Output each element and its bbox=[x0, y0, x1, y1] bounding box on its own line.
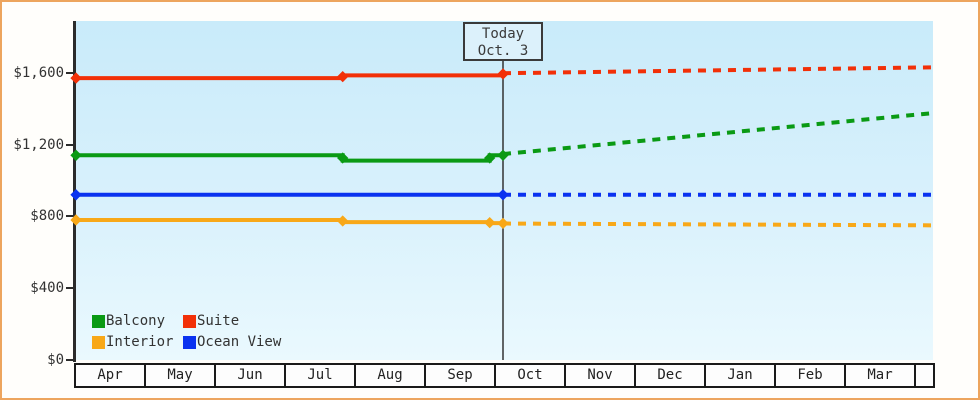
legend-swatch bbox=[183, 335, 196, 349]
chart-legend: Balcony Suite Interior Ocean View bbox=[92, 313, 281, 350]
month-cell-oct: Oct bbox=[496, 365, 566, 386]
month-cell-jul: Jul bbox=[286, 365, 356, 386]
y-tick-mark bbox=[66, 215, 73, 218]
legend-item-balcony: Balcony bbox=[92, 313, 183, 329]
legend-item-suite: Suite bbox=[183, 313, 281, 329]
month-cell-aug: Aug bbox=[356, 365, 426, 386]
today-label: Today bbox=[481, 26, 525, 42]
legend-item-ocean-view: Ocean View bbox=[183, 334, 281, 350]
month-cell-jun: Jun bbox=[216, 365, 286, 386]
month-cell-apr: Apr bbox=[76, 365, 146, 386]
month-cell-may: May bbox=[146, 365, 216, 386]
legend-label: Balcony bbox=[106, 313, 166, 329]
month-cell-mar: Mar bbox=[846, 365, 916, 386]
legend-item-interior: Interior bbox=[92, 334, 183, 350]
legend-swatch bbox=[183, 314, 196, 328]
y-axis-line bbox=[73, 21, 76, 362]
legend-swatch bbox=[92, 314, 105, 328]
month-cell-feb: Feb bbox=[776, 365, 846, 386]
month-cell-dec: Dec bbox=[636, 365, 706, 386]
plot-area bbox=[76, 21, 933, 360]
y-tick-mark bbox=[66, 287, 73, 290]
legend-label: Suite bbox=[197, 313, 240, 329]
today-date: Oct. 3 bbox=[477, 43, 529, 59]
today-marker-box: Today Oct. 3 bbox=[463, 22, 543, 61]
month-axis-row: Apr May Jun Jul Aug Sep Oct Nov Dec Jan Feb Mar bbox=[74, 363, 935, 388]
month-cell-jan: Jan bbox=[706, 365, 776, 386]
y-tick-mark bbox=[66, 143, 73, 146]
y-tick-mark bbox=[66, 71, 73, 74]
y-tick-label: $1,200 bbox=[13, 136, 64, 153]
y-tick-mark bbox=[66, 359, 73, 361]
y-tick-label: $1,600 bbox=[13, 64, 64, 81]
legend-label: Ocean View bbox=[197, 334, 282, 350]
legend-swatch bbox=[92, 335, 105, 349]
y-tick-label: $400 bbox=[30, 280, 64, 297]
month-cell-sep: Sep bbox=[426, 365, 496, 386]
legend-label: Interior bbox=[106, 334, 174, 350]
month-cell-partial bbox=[916, 365, 933, 386]
y-tick-label: $0 bbox=[47, 352, 64, 368]
month-cell-nov: Nov bbox=[566, 365, 636, 386]
y-tick-label: $800 bbox=[30, 208, 64, 225]
